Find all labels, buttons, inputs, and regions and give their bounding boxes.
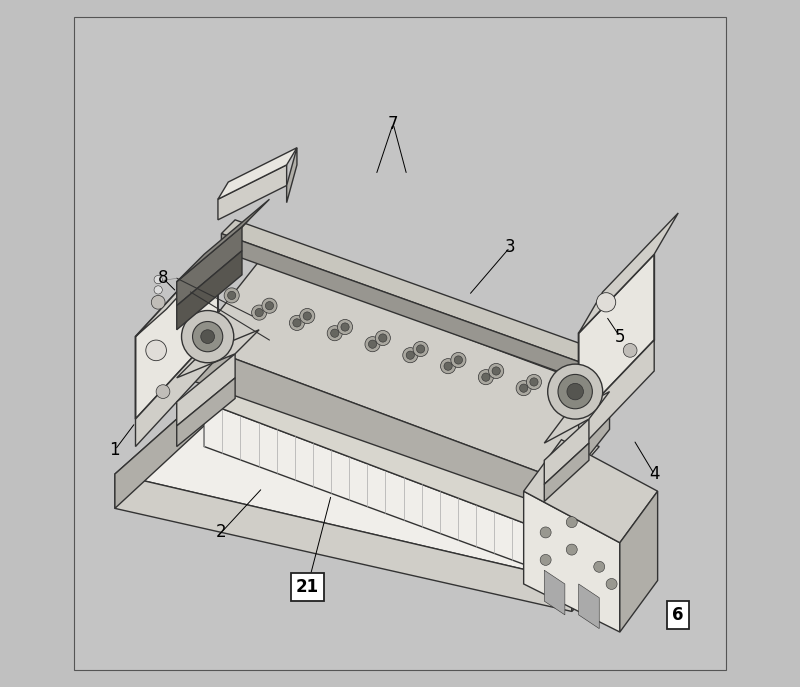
- Circle shape: [224, 288, 239, 303]
- Polygon shape: [544, 392, 610, 512]
- Text: 1: 1: [110, 441, 120, 459]
- Text: 21: 21: [296, 578, 319, 596]
- Polygon shape: [177, 227, 242, 306]
- Circle shape: [482, 373, 490, 381]
- Polygon shape: [194, 344, 544, 505]
- Polygon shape: [544, 419, 589, 484]
- Circle shape: [519, 384, 528, 392]
- Circle shape: [530, 378, 538, 386]
- Circle shape: [290, 315, 305, 330]
- Polygon shape: [544, 570, 565, 615]
- Polygon shape: [135, 330, 218, 447]
- Circle shape: [227, 291, 236, 300]
- Text: 2: 2: [216, 523, 226, 541]
- Circle shape: [368, 340, 377, 348]
- Polygon shape: [177, 330, 259, 378]
- Polygon shape: [578, 584, 599, 629]
- Polygon shape: [222, 220, 599, 364]
- Circle shape: [146, 340, 166, 361]
- Circle shape: [454, 356, 462, 364]
- Polygon shape: [135, 247, 218, 419]
- Circle shape: [151, 295, 165, 309]
- Circle shape: [255, 308, 263, 317]
- Polygon shape: [177, 378, 235, 447]
- Polygon shape: [74, 17, 726, 670]
- Polygon shape: [620, 491, 658, 632]
- Circle shape: [441, 359, 456, 374]
- Polygon shape: [578, 340, 654, 450]
- Circle shape: [526, 374, 542, 390]
- Polygon shape: [218, 165, 286, 220]
- Circle shape: [341, 323, 349, 331]
- Circle shape: [540, 554, 551, 565]
- Circle shape: [548, 364, 602, 419]
- Polygon shape: [578, 213, 678, 333]
- Text: 4: 4: [649, 465, 659, 483]
- Circle shape: [566, 517, 578, 528]
- Circle shape: [303, 312, 311, 320]
- Circle shape: [623, 344, 637, 357]
- Circle shape: [406, 351, 414, 359]
- Polygon shape: [524, 491, 620, 632]
- Polygon shape: [194, 261, 610, 474]
- Text: 5: 5: [614, 328, 625, 346]
- Circle shape: [566, 544, 578, 555]
- Circle shape: [451, 352, 466, 368]
- Polygon shape: [177, 251, 242, 330]
- Polygon shape: [524, 440, 658, 543]
- Text: 6: 6: [673, 606, 684, 624]
- Polygon shape: [135, 220, 249, 337]
- Circle shape: [516, 381, 531, 396]
- Polygon shape: [572, 498, 654, 611]
- Circle shape: [378, 334, 387, 342]
- Text: 3: 3: [505, 238, 515, 256]
- Polygon shape: [286, 148, 297, 203]
- Circle shape: [489, 363, 504, 379]
- Polygon shape: [177, 199, 270, 282]
- Circle shape: [293, 319, 301, 327]
- Circle shape: [252, 305, 266, 320]
- Circle shape: [193, 322, 222, 352]
- Circle shape: [597, 293, 616, 312]
- Circle shape: [413, 341, 428, 357]
- Circle shape: [201, 330, 214, 344]
- Text: 7: 7: [388, 115, 398, 133]
- Polygon shape: [115, 392, 654, 581]
- Circle shape: [154, 275, 162, 284]
- Circle shape: [417, 345, 425, 353]
- Polygon shape: [204, 323, 599, 526]
- Circle shape: [492, 367, 500, 375]
- Circle shape: [154, 286, 162, 294]
- Circle shape: [554, 392, 569, 407]
- Circle shape: [540, 527, 551, 538]
- Circle shape: [558, 395, 566, 403]
- Polygon shape: [222, 234, 586, 381]
- Circle shape: [300, 308, 315, 324]
- Circle shape: [266, 302, 274, 310]
- Polygon shape: [115, 474, 572, 611]
- Circle shape: [262, 298, 277, 313]
- Polygon shape: [218, 148, 297, 199]
- Circle shape: [558, 374, 592, 409]
- Circle shape: [594, 561, 605, 572]
- Circle shape: [402, 348, 418, 363]
- Circle shape: [182, 311, 234, 363]
- Polygon shape: [177, 354, 235, 426]
- Circle shape: [156, 385, 170, 398]
- Circle shape: [444, 362, 452, 370]
- Polygon shape: [544, 392, 610, 443]
- Text: 8: 8: [158, 269, 168, 287]
- Polygon shape: [544, 443, 589, 502]
- Circle shape: [330, 329, 339, 337]
- Polygon shape: [204, 402, 530, 567]
- Circle shape: [375, 330, 390, 346]
- Polygon shape: [578, 254, 654, 419]
- Circle shape: [327, 326, 342, 341]
- Circle shape: [606, 578, 617, 589]
- Circle shape: [567, 383, 583, 400]
- Circle shape: [365, 337, 380, 352]
- Circle shape: [478, 370, 494, 385]
- Polygon shape: [115, 392, 208, 508]
- Circle shape: [338, 319, 353, 335]
